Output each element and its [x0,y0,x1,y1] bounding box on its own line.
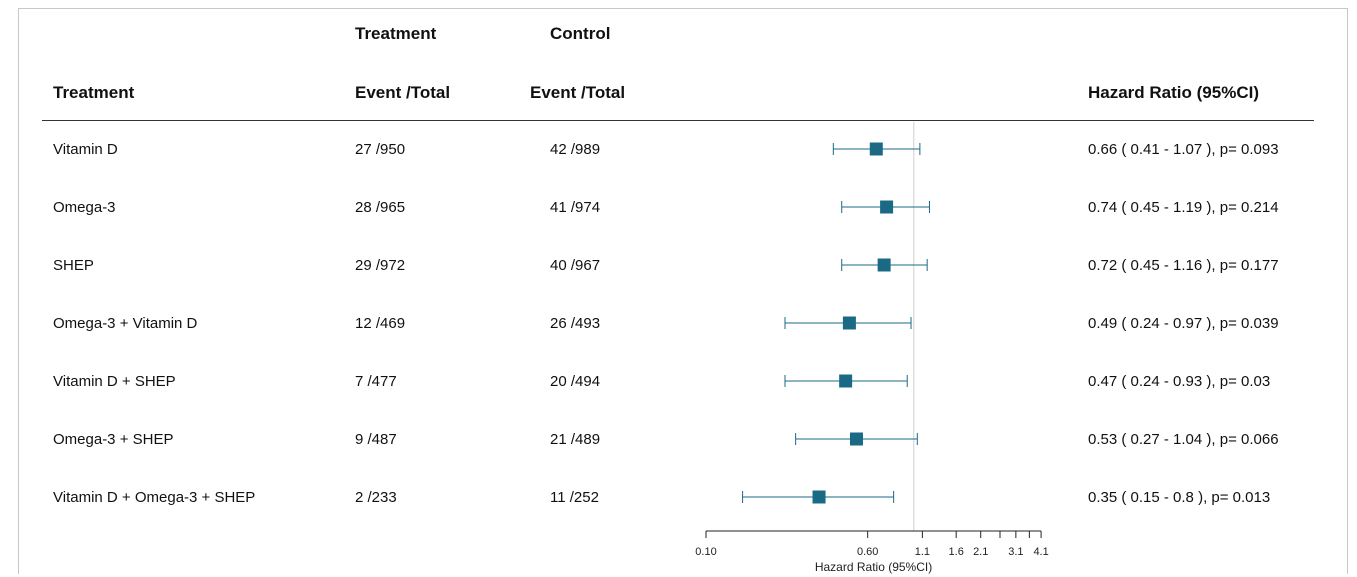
row-treatment-events: 12 /469 [355,315,406,332]
hr-point [877,258,891,272]
row-treatment-name: Vitamin D [53,141,118,158]
row-hazard-ratio-text: 0.74 ( 0.45 - 1.19 ), p= 0.214 [1088,199,1279,216]
row-hazard-ratio-text: 0.53 ( 0.27 - 1.04 ), p= 0.066 [1088,431,1279,448]
row-treatment-events: 7 /477 [355,373,397,390]
row-treatment-name: Omega-3 + SHEP [53,431,174,448]
treatment-events-header: Event /Total [355,83,451,102]
x-tick-label: 0.10 [695,546,716,558]
row-treatment-events: 2 /233 [355,489,397,506]
hazard-ratio-header: Hazard Ratio (95%CI) [1088,83,1259,102]
treatment-column-header: Treatment [53,83,135,102]
row-control-events: 41 /974 [550,199,601,216]
x-tick-label: 3.1 [1008,546,1023,558]
header-rule [42,120,1314,121]
row-treatment-events: 28 /965 [355,199,406,216]
x-tick-label: 4.1 [1033,546,1048,558]
row-treatment-name: Omega-3 [53,199,116,216]
row-treatment-events: 9 /487 [355,431,397,448]
treatment-group-header: Treatment [355,24,437,43]
row-treatment-name: Vitamin D + Omega-3 + SHEP [53,489,256,506]
control-group-header: Control [550,24,611,43]
row-treatment-name: Vitamin D + SHEP [53,373,176,390]
x-tick-label: 2.1 [973,546,988,558]
row-treatment-events: 27 /950 [355,141,406,158]
x-tick-label: 1.1 [915,546,930,558]
hr-point [812,490,826,504]
row-treatment-events: 29 /972 [355,257,406,274]
row-control-events: 26 /493 [550,315,601,332]
row-hazard-ratio-text: 0.47 ( 0.24 - 0.93 ), p= 0.03 [1088,373,1271,390]
row-hazard-ratio-text: 0.66 ( 0.41 - 1.07 ), p= 0.093 [1088,141,1279,158]
row-control-events: 42 /989 [550,141,601,158]
x-tick-label: 0.60 [857,546,878,558]
row-control-events: 40 /967 [550,257,601,274]
control-events-header: Event /Total [530,83,626,102]
hr-point [880,200,894,214]
row-hazard-ratio-text: 0.72 ( 0.45 - 1.16 ), p= 0.177 [1088,257,1279,274]
hr-point [869,142,883,156]
hr-point [849,432,863,446]
hr-point [839,374,853,388]
x-axis-title: Hazard Ratio (95%CI) [815,560,932,574]
row-treatment-name: Omega-3 + Vitamin D [53,315,198,332]
row-treatment-name: SHEP [53,257,94,274]
x-tick-label: 1.6 [949,546,964,558]
hr-point [842,316,856,330]
row-control-events: 20 /494 [550,373,601,390]
row-control-events: 11 /252 [550,489,599,506]
row-hazard-ratio-text: 0.49 ( 0.24 - 0.97 ), p= 0.039 [1088,315,1279,332]
row-control-events: 21 /489 [550,431,601,448]
row-hazard-ratio-text: 0.35 ( 0.15 - 0.8 ), p= 0.013 [1088,489,1271,506]
figure-frame [18,8,1348,574]
